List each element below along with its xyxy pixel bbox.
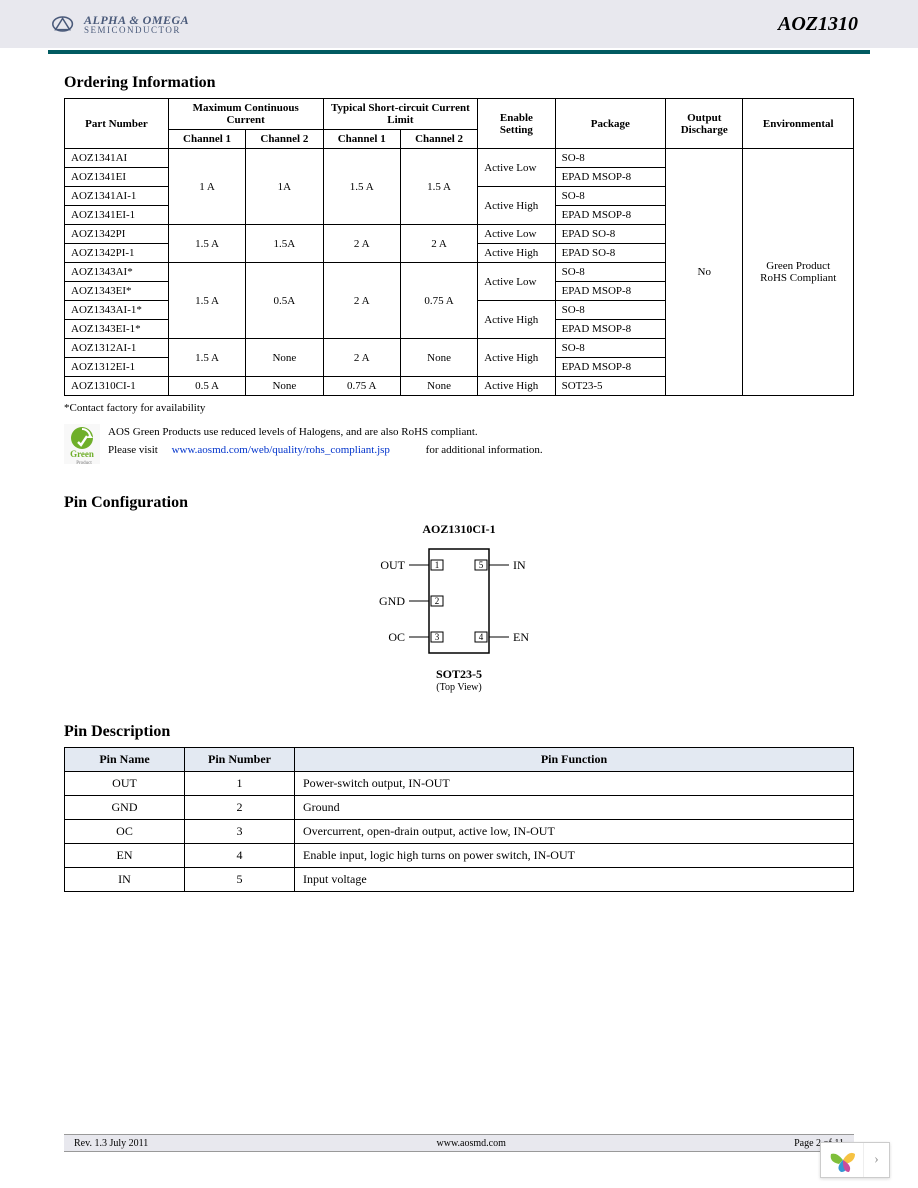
rohs-link[interactable]: www.aosmd.com/web/quality/rohs_compliant… [172, 444, 390, 456]
svg-text:IN: IN [513, 558, 526, 572]
col-max-current: Maximum Continuous Current [168, 99, 323, 130]
col-output-discharge: Output Discharge [666, 99, 743, 149]
svg-text:EN: EN [513, 630, 529, 644]
svg-text:OUT: OUT [380, 558, 405, 572]
page-header: ALPHA & OMEGA SEMICONDUCTOR AOZ1310 [0, 0, 918, 48]
ordering-info-table: Part Number Maximum Continuous Current T… [64, 98, 854, 396]
col-max-ch2: Channel 2 [246, 130, 323, 149]
chip-diagram-icon: 1 OUT 2 GND 3 OC [359, 541, 559, 661]
col-pin-number: Pin Number [185, 748, 295, 772]
part-number-title: AOZ1310 [778, 13, 858, 36]
package-label: SOT23-5 [359, 667, 559, 682]
col-pin-function: Pin Function [295, 748, 854, 772]
pin-desc-heading: Pin Description [64, 723, 854, 741]
col-pin-name: Pin Name [65, 748, 185, 772]
svg-text:OC: OC [388, 630, 405, 644]
widget-logo-icon [825, 1146, 861, 1174]
pin-diagram: AOZ1310CI-1 1 OUT 2 GND [359, 522, 559, 693]
svg-text:2: 2 [435, 596, 440, 606]
chip-title: AOZ1310CI-1 [359, 522, 559, 537]
svg-text:5: 5 [479, 560, 484, 570]
table-row: OC3Overcurrent, open-drain output, activ… [65, 820, 854, 844]
view-note: (Top View) [359, 682, 559, 693]
green-product-info: Green Product AOS Green Products use red… [64, 424, 854, 464]
ordering-footnote: *Contact factory for availability [64, 402, 854, 414]
company-logo: ALPHA & OMEGA SEMICONDUCTOR [50, 14, 189, 35]
table-row: OUT1Power-switch output, IN-OUT [65, 772, 854, 796]
footer-rev: Rev. 1.3 July 2011 [74, 1138, 148, 1149]
page-content: Ordering Information Part Number Maximum… [0, 54, 918, 892]
table-row: AOZ1341AI 1 A 1A 1.5 A 1.5 A Active Low … [65, 149, 854, 168]
svg-text:1: 1 [435, 560, 440, 570]
pin-config-heading: Pin Configuration [64, 494, 854, 512]
footer-url: www.aosmd.com [437, 1138, 506, 1149]
green-line2b: for additional information. [426, 444, 543, 456]
svg-text:4: 4 [479, 632, 484, 642]
green-line1: AOS Green Products use reduced levels of… [108, 424, 543, 442]
floating-widget[interactable]: › [820, 1142, 890, 1178]
pin-description-section: Pin Description Pin Name Pin Number Pin … [64, 723, 854, 892]
svg-text:Green: Green [70, 449, 94, 459]
ordering-info-heading: Ordering Information [64, 74, 854, 92]
environmental-cell: Green Product RoHS Compliant [743, 149, 854, 396]
table-row: IN5Input voltage [65, 868, 854, 892]
table-row: GND2Ground [65, 796, 854, 820]
svg-text:3: 3 [435, 632, 440, 642]
page-footer: Rev. 1.3 July 2011 www.aosmd.com Page 2 … [64, 1134, 854, 1152]
col-part-number: Part Number [65, 99, 169, 149]
table-row: EN4Enable input, logic high turns on pow… [65, 844, 854, 868]
col-package: Package [555, 99, 666, 149]
col-max-ch1: Channel 1 [168, 130, 245, 149]
pin-description-table: Pin Name Pin Number Pin Function OUT1Pow… [64, 747, 854, 892]
green-line2a: Please visit [108, 444, 158, 456]
col-sc-ch1: Channel 1 [323, 130, 400, 149]
col-enable: Enable Setting [478, 99, 555, 149]
widget-chevron-icon[interactable]: › [863, 1143, 889, 1177]
company-name-line2: SEMICONDUCTOR [84, 26, 189, 35]
company-name-line1: ALPHA & OMEGA [84, 14, 189, 26]
logo-mark-icon [50, 14, 78, 34]
col-environmental: Environmental [743, 99, 854, 149]
svg-text:GND: GND [379, 594, 405, 608]
pin-configuration-section: Pin Configuration AOZ1310CI-1 1 OUT 2 GN… [64, 494, 854, 693]
col-short-circuit: Typical Short-circuit Current Limit [323, 99, 478, 130]
col-sc-ch2: Channel 2 [400, 130, 477, 149]
green-product-icon: Green Product [64, 424, 100, 464]
svg-text:Product: Product [76, 461, 92, 464]
